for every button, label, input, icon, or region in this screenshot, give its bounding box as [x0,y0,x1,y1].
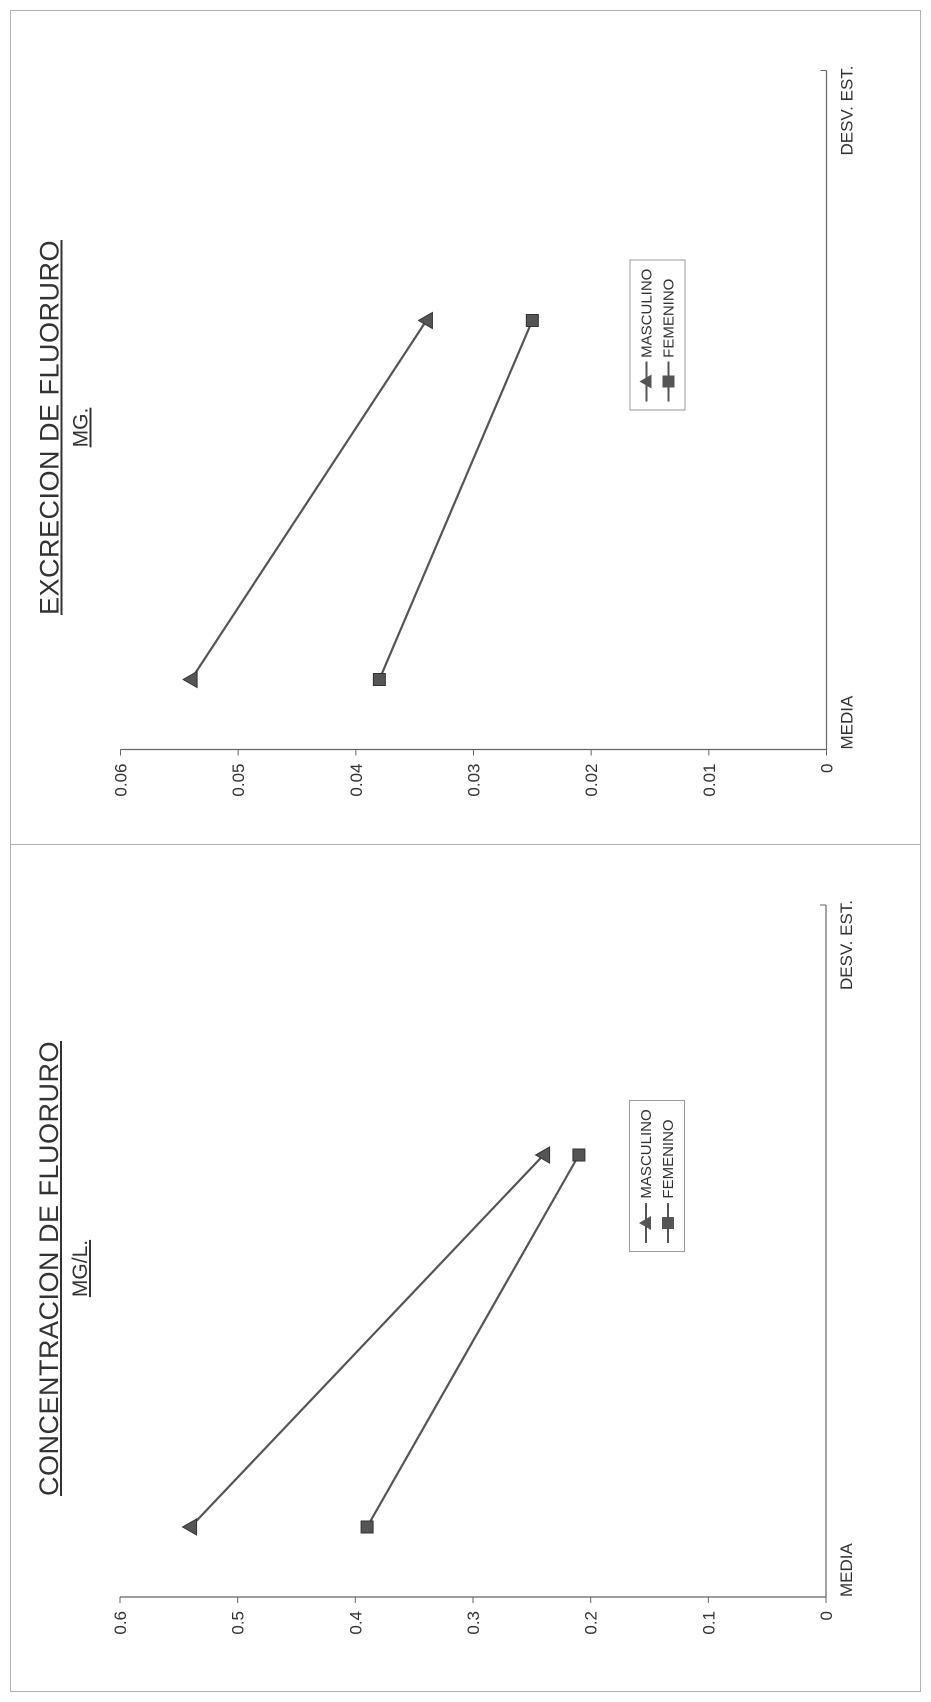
series-line-masculino [189,1154,545,1528]
legend-square-icon [662,1202,675,1243]
chart-legend: MASCULINO FEMENINO [629,259,686,411]
data-point-masculino [181,670,198,688]
legend-square-icon [662,361,675,402]
panel-divider [10,844,921,845]
x-tick-label: DESV. EST. [837,900,856,990]
y-tick-label: 0 [817,763,836,772]
x-tick-label: DESV. EST. [837,65,856,155]
y-tick-label: 0.04 [346,763,365,796]
data-point-femenino [525,313,539,327]
legend-item-femenino: FEMENINO [657,268,679,402]
x-tick-label: MEDIA [837,695,856,750]
y-tick-label: 0.1 [699,1611,718,1635]
legend-item-femenino: FEMENINO [657,1109,679,1243]
y-tick-label: 0.4 [346,1611,365,1635]
data-point-masculino [416,311,433,329]
legend-item-masculino: MASCULINO [635,268,657,402]
panel-border [10,10,921,1692]
legend-label: FEMENINO [659,278,677,358]
data-point-masculino [181,1518,198,1536]
chart-excrecion: EXCRECION DE FLUORURO MG. 0 0.01 0.02 0.03 0.0… [10,10,921,844]
chart-legend: MASCULINO FEMENINO [629,1100,686,1252]
data-point-masculino [534,1146,551,1164]
legend-label: MASCULINO [637,1109,655,1199]
y-tick-label: 0.5 [229,1611,248,1635]
series-line-femenino [377,319,533,680]
chart-plot: 0 0.1 0.2 0.3 0.4 0.5 0.6 MEDIA DESV. EST. [111,900,856,1635]
legend-label: FEMENINO [659,1119,677,1199]
legend-label: MASCULINO [637,268,655,358]
y-tick-label: 0 [817,1611,836,1620]
legend-triangle-icon [639,1202,652,1243]
data-point-femenino [360,1520,374,1534]
y-tick-label: 0.6 [111,1611,130,1635]
y-tick-label: 0.03 [464,763,483,796]
data-point-femenino [372,672,386,686]
x-tick-label: MEDIA [837,1543,856,1598]
y-tick-label: 0.02 [582,763,601,796]
data-point-femenino [572,1148,586,1162]
y-tick-label: 0.05 [229,763,248,796]
series-line-femenino [366,1154,580,1528]
chart-plot: 0 0.01 0.02 0.03 0.04 0.05 0.06 MEDIA DESV. EST. [111,65,856,796]
chart-concentracion: CONCENTRACION DE FLUORURO MG/L. 0 0.1 0.2 0.3… [10,845,921,1692]
y-tick-label: 0.06 [111,763,130,796]
y-tick-label: 0.01 [699,763,718,796]
y-tick-label: 0.2 [582,1611,601,1635]
series-line-masculino [189,319,427,680]
y-tick-label: 0.3 [464,1611,483,1635]
legend-triangle-icon [639,361,652,402]
legend-item-masculino: MASCULINO [635,1109,657,1243]
